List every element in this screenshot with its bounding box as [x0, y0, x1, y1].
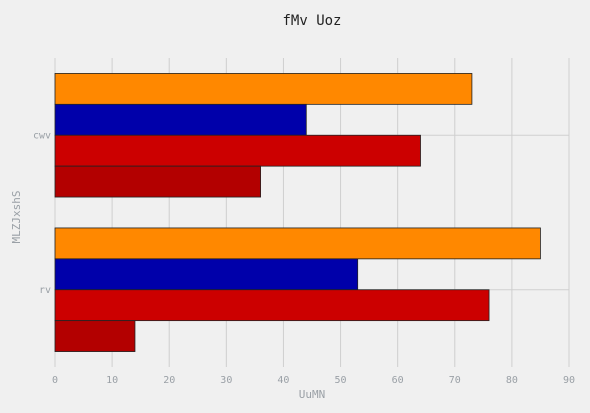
chart-title: fMv Uoz [282, 13, 341, 29]
bar [54, 134, 421, 167]
y-tick-label: rv [39, 285, 51, 296]
bar [54, 73, 473, 105]
x-axis-label: UuMN [299, 388, 326, 401]
x-tick-label: 60 [392, 375, 404, 386]
y-tick-label: cwv [33, 130, 51, 141]
bar [54, 320, 136, 352]
bar [54, 227, 541, 260]
bar [54, 289, 490, 322]
bar [54, 258, 359, 291]
y-axis-label: MLZJxshS [10, 191, 23, 244]
x-tick-label: 40 [277, 375, 289, 386]
x-tick-label: 0 [52, 375, 58, 386]
bar [54, 103, 307, 136]
x-tick-label: 20 [163, 375, 175, 386]
bar [54, 165, 262, 198]
x-tick-label: 80 [506, 375, 518, 386]
x-tick-label: 70 [449, 375, 461, 386]
x-tick-label: 90 [563, 375, 575, 386]
x-tick-label: 30 [220, 375, 232, 386]
ticks: 0 10 20 30 40 50 60 70 80 90 rv cwv [33, 130, 575, 386]
bars [54, 73, 541, 352]
x-tick-label: 10 [106, 375, 118, 386]
x-tick-label: 50 [335, 375, 347, 386]
